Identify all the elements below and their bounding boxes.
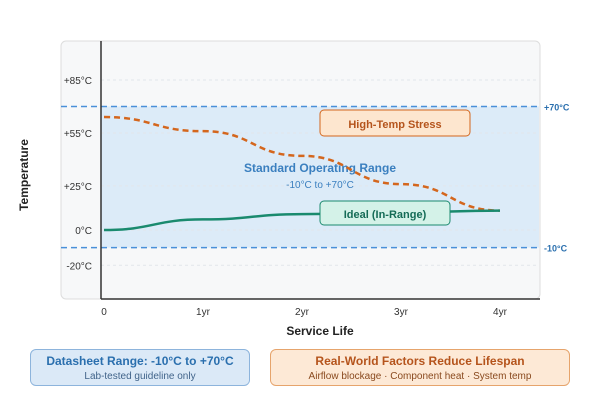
real-world-factors-title: Real-World Factors Reduce Lifespan — [315, 354, 525, 368]
operating-range-title: Standard Operating Range — [244, 161, 396, 175]
high-temp-stress-label-box: High-Temp Stress — [319, 109, 471, 137]
band-max-label: +70°C — [544, 102, 570, 112]
y-tick-label: +55°C — [64, 129, 92, 140]
x-tick-label: 4yr — [493, 307, 508, 318]
real-world-factors-note: Real-World Factors Reduce Lifespan Airfl… — [270, 349, 570, 386]
datasheet-range-title: Datasheet Range: -10°C to +70°C — [46, 354, 234, 368]
ideal-in-range-label-box: Ideal (In-Range) — [319, 200, 451, 226]
band-min-label: -10°C — [544, 244, 568, 254]
y-axis-label: Temperature — [17, 139, 31, 211]
y-tick-label: 0°C — [75, 226, 92, 237]
x-tick-label: 1yr — [196, 307, 211, 318]
high-temp-stress-label: High-Temp Stress — [348, 119, 441, 131]
operating-range-subtitle: -10°C to +70°C — [286, 180, 354, 191]
temperature-lifespan-chart: +70°C -10°C +85°C +55°C +25°C 0°C -20°C 0 1yr… — [17, 40, 570, 338]
x-tick-label: 0 — [101, 307, 107, 318]
x-tick-labels: 0 1yr 2yr 3yr 4yr — [101, 307, 507, 318]
high-temp-stress-line — [103, 115, 501, 212]
real-world-factors-subtitle: Airflow blockage · Component heat · Syst… — [308, 371, 532, 382]
y-tick-labels: +85°C +55°C +25°C 0°C -20°C — [64, 76, 92, 272]
y-tick-label: +85°C — [64, 76, 92, 87]
datasheet-range-note: Datasheet Range: -10°C to +70°C Lab-test… — [30, 349, 250, 386]
x-tick-label: 2yr — [295, 307, 310, 318]
x-tick-label: 3yr — [394, 307, 409, 318]
ideal-in-range-label: Ideal (In-Range) — [344, 209, 427, 221]
y-tick-label: +25°C — [64, 182, 92, 193]
x-axis-label: Service Life — [286, 324, 354, 338]
datasheet-range-subtitle: Lab-tested guideline only — [84, 371, 196, 382]
y-tick-label: -20°C — [66, 261, 92, 272]
